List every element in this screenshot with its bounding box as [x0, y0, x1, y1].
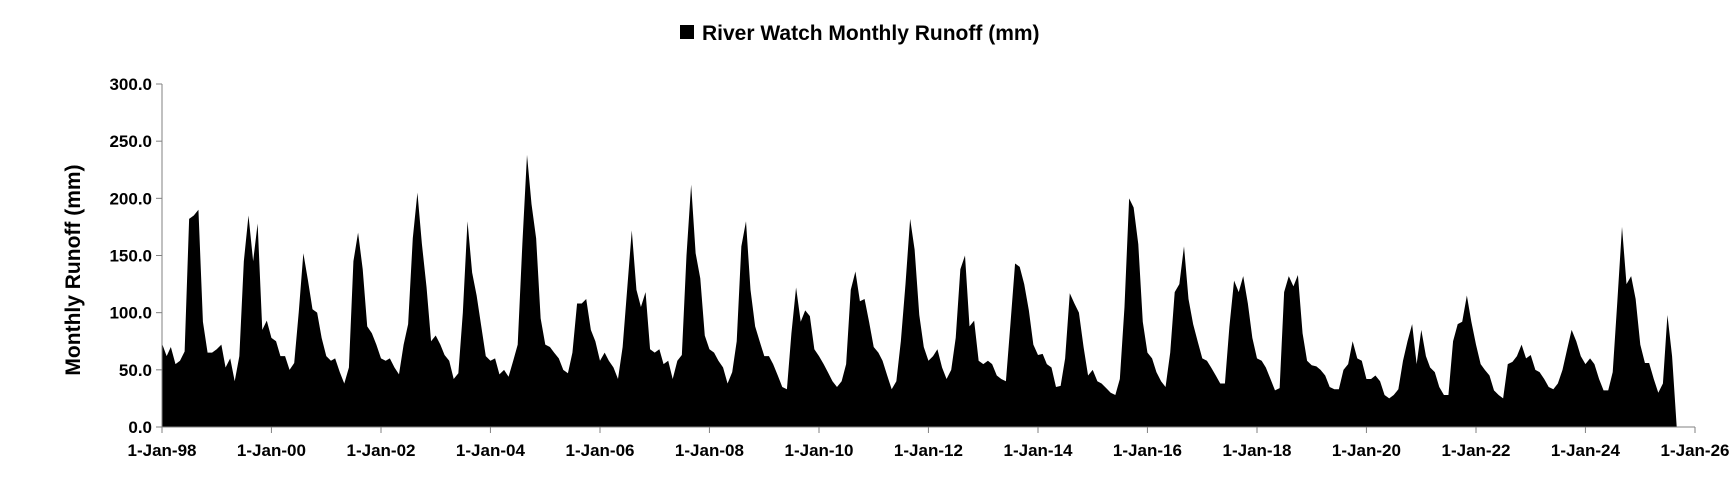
y-tick-label: 150.0 — [109, 247, 152, 266]
x-tick-label: 1-Jan-98 — [128, 441, 197, 460]
y-tick-label: 0.0 — [128, 418, 152, 437]
runoff-area-series — [162, 154, 1677, 427]
x-tick-label: 1-Jan-08 — [675, 441, 744, 460]
y-axis-title: Monthly Runoff (mm) — [62, 164, 85, 375]
y-tick-label: 200.0 — [109, 189, 152, 208]
x-tick-label: 1-Jan-22 — [1442, 441, 1511, 460]
legend-swatch — [680, 25, 694, 39]
x-tick-label: 1-Jan-18 — [1223, 441, 1292, 460]
x-tick-label: 1-Jan-16 — [1113, 441, 1182, 460]
x-tick-label: 1-Jan-10 — [785, 441, 854, 460]
x-tick-label: 1-Jan-20 — [1332, 441, 1401, 460]
y-tick-label: 100.0 — [109, 304, 152, 323]
x-tick-label: 1-Jan-00 — [237, 441, 306, 460]
chart-legend: River Watch Monthly Runoff (mm) — [680, 22, 1040, 45]
x-tick-label: 1-Jan-24 — [1551, 441, 1621, 460]
x-tick-label: 1-Jan-26 — [1661, 441, 1730, 460]
y-tick-label: 250.0 — [109, 132, 152, 151]
y-tick-label: 300.0 — [109, 75, 152, 94]
x-tick-label: 1-Jan-04 — [456, 441, 526, 460]
x-tick-label: 1-Jan-06 — [566, 441, 635, 460]
x-tick-label: 1-Jan-12 — [894, 441, 963, 460]
x-axis-ticks: 1-Jan-98 1-Jan-00 1-Jan-02 1-Jan-04 1-Jan-06… — [128, 427, 1730, 460]
x-tick-label: 1-Jan-14 — [1004, 441, 1074, 460]
legend-label: River Watch Monthly Runoff (mm) — [702, 22, 1040, 45]
y-tick-label: 50.0 — [119, 361, 152, 380]
y-axis-ticks: 0.0 50.0 100.0 150.0 200.0 250.0 300.0 — [109, 75, 162, 437]
x-tick-label: 1-Jan-02 — [347, 441, 416, 460]
plot-area — [162, 154, 1677, 427]
